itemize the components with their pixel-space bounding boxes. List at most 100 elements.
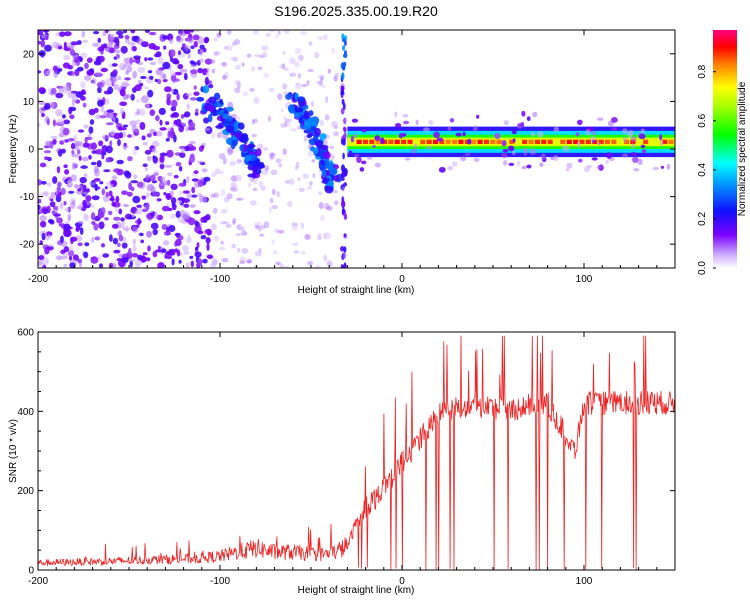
noise-blob <box>140 239 144 244</box>
noise-blob <box>55 194 62 203</box>
band-noise-blob <box>631 143 635 149</box>
noise-blob <box>133 174 138 180</box>
noise-blob <box>134 111 140 116</box>
band-noise-blob <box>473 157 480 163</box>
noise-blob <box>193 170 199 174</box>
noise-blob <box>230 182 237 189</box>
noise-blob <box>68 190 75 194</box>
noise-blob <box>227 30 232 35</box>
noise-blob <box>48 219 54 224</box>
noise-blob <box>132 244 137 253</box>
streak-blob <box>319 133 327 140</box>
noise-blob <box>117 230 121 236</box>
band-core-segment <box>579 139 585 144</box>
noise-blob <box>301 84 308 87</box>
band-noise-blob <box>367 156 373 160</box>
noise-blob <box>93 223 99 231</box>
noise-blob <box>278 230 285 234</box>
noise-blob <box>82 199 87 208</box>
noise-blob <box>79 176 87 184</box>
noise-blob <box>185 93 192 97</box>
noise-blob <box>69 114 75 120</box>
streak-blob <box>333 175 340 182</box>
noise-blob <box>97 99 104 107</box>
noise-blob <box>94 71 103 77</box>
noise-blob <box>87 71 94 76</box>
noise-blob <box>194 251 202 258</box>
noise-blob <box>93 107 99 113</box>
streak-blob <box>248 150 254 155</box>
noise-blob <box>241 248 249 254</box>
streak-blob <box>321 169 327 178</box>
noise-blob <box>106 122 114 126</box>
band-noise-blob <box>638 133 646 140</box>
noise-blob <box>98 221 105 230</box>
noise-blob <box>167 130 171 139</box>
vertical-blob <box>341 200 346 208</box>
noise-blob <box>175 162 182 167</box>
noise-blob <box>314 52 320 59</box>
noise-blob <box>118 234 124 242</box>
noise-blob <box>156 214 164 221</box>
noise-blob <box>306 80 310 86</box>
noise-blob <box>196 242 200 249</box>
noise-blob <box>41 232 46 241</box>
noise-blob <box>44 44 52 52</box>
band-noise-blob <box>666 163 671 170</box>
noise-blob <box>140 75 147 80</box>
noise-blob <box>44 156 49 160</box>
noise-blob <box>296 82 300 86</box>
noise-blob <box>146 192 150 198</box>
noise-blob <box>144 57 148 62</box>
noise-blob <box>279 263 284 268</box>
band-noise-blob <box>578 158 583 163</box>
noise-blob <box>62 62 70 69</box>
noise-blob <box>132 59 140 63</box>
noise-blob <box>70 236 74 245</box>
noise-blob <box>307 186 312 190</box>
noise-blob <box>96 160 102 168</box>
noise-blob <box>186 176 190 184</box>
noise-blob <box>71 162 76 170</box>
streak-blob <box>320 144 329 150</box>
noise-blob <box>164 230 171 236</box>
noise-blob <box>235 116 241 122</box>
vertical-blob <box>340 263 344 268</box>
noise-blob <box>327 68 331 74</box>
noise-blob <box>98 140 104 147</box>
noise-blob <box>115 117 119 125</box>
noise-blob <box>103 169 111 173</box>
band-core-segment <box>426 139 432 144</box>
band-noise-blob <box>361 129 367 133</box>
noise-blob <box>153 212 159 220</box>
band-noise-blob <box>374 162 381 168</box>
band-noise-blob <box>476 114 480 119</box>
y-tick-label: 400 <box>17 407 34 418</box>
vertical-blob <box>342 37 346 43</box>
noise-blob <box>132 46 137 52</box>
band-noise-blob <box>540 153 546 160</box>
noise-blob <box>295 161 300 169</box>
band-noise-blob <box>501 153 508 158</box>
noise-blob <box>283 265 290 268</box>
noise-blob <box>84 173 88 178</box>
noise-blob <box>91 236 95 243</box>
noise-blob <box>130 186 135 192</box>
noise-blob <box>156 78 162 85</box>
noise-blob <box>164 86 172 93</box>
noise-blob <box>39 215 47 222</box>
noise-blob <box>285 121 291 128</box>
noise-blob <box>157 262 165 268</box>
band-noise-blob <box>585 129 591 136</box>
band-core-segment <box>362 139 368 144</box>
noise-blob <box>323 139 328 146</box>
colorbar-tick-label: 0.8 <box>697 64 708 78</box>
noise-blob <box>61 114 66 119</box>
streak-blob <box>219 98 224 105</box>
streak-blob <box>207 113 213 123</box>
noise-blob <box>123 203 129 208</box>
streak-blob <box>307 117 317 126</box>
noise-blob <box>108 112 114 120</box>
band-noise-blob <box>539 162 544 167</box>
